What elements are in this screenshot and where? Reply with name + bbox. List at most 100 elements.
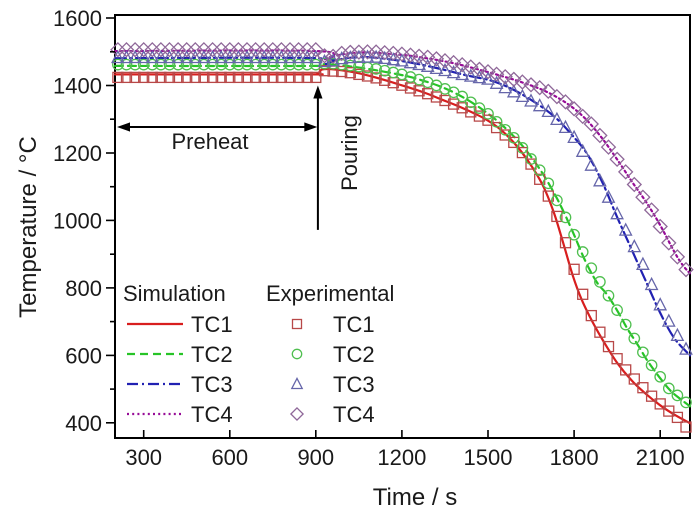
exp-marker-tc1 <box>620 364 632 376</box>
exp-marker-tc4 <box>445 54 462 71</box>
exp-marker-tc2 <box>396 68 408 81</box>
exp-marker-tc2 <box>206 58 219 71</box>
exp-marker-tc3 <box>610 206 624 220</box>
legend-exp-sample-tc1 <box>291 318 303 330</box>
exp-marker-tc4 <box>110 41 126 58</box>
exp-marker-tc2 <box>241 58 253 71</box>
exp-series-tc1 <box>112 65 692 433</box>
exp-marker-tc1 <box>473 110 486 122</box>
exp-marker-tc2 <box>146 58 159 71</box>
exp-marker-tc3 <box>463 68 478 82</box>
exp-marker-tc4 <box>463 59 479 75</box>
exp-marker-tc3 <box>231 49 246 64</box>
exp-marker-tc1 <box>198 71 210 84</box>
exp-marker-tc1 <box>284 71 296 84</box>
exp-marker-tc2 <box>344 59 357 72</box>
exp-marker-tc2 <box>507 131 520 144</box>
exp-marker-tc4 <box>549 88 565 105</box>
legend-sim-header: Simulation <box>123 281 226 306</box>
exp-marker-tc1 <box>422 88 434 100</box>
exp-marker-tc1 <box>370 72 382 84</box>
sim-curve-tc4 <box>113 49 692 275</box>
exp-marker-tc3 <box>171 49 185 64</box>
exp-marker-tc4 <box>178 41 195 58</box>
exp-marker-tc1 <box>551 210 563 223</box>
exp-marker-tc4 <box>480 63 496 80</box>
sim-curve-tc3 <box>113 55 692 357</box>
annotation-arrows <box>117 85 323 230</box>
exp-marker-tc1 <box>215 71 227 84</box>
exp-marker-tc1 <box>249 71 262 84</box>
x-tick-label: 1200 <box>377 445 426 470</box>
exp-marker-tc2 <box>637 346 649 359</box>
legend-exp-label-tc2: TC2 <box>333 342 375 367</box>
exp-marker-tc2 <box>223 58 236 71</box>
exp-marker-tc2 <box>654 370 667 383</box>
exp-marker-tc1 <box>232 71 245 84</box>
exp-marker-tc1 <box>447 98 460 110</box>
exp-marker-tc1 <box>361 70 374 82</box>
exp-marker-tc3 <box>205 49 220 64</box>
exp-marker-tc2 <box>112 58 124 71</box>
exp-marker-tc3 <box>567 129 581 144</box>
exp-marker-tc1 <box>146 71 158 84</box>
legend-exp-sample-tc3 <box>290 376 304 390</box>
exp-marker-tc3 <box>257 49 272 64</box>
exp-marker-tc3 <box>188 49 203 64</box>
exp-marker-tc4 <box>600 139 617 155</box>
exp-marker-tc1 <box>611 353 623 365</box>
exp-marker-tc3 <box>524 93 538 107</box>
exp-marker-tc2 <box>370 63 382 75</box>
legend-exp-sample-tc4 <box>289 406 305 422</box>
preheat-arrow-head-left <box>117 122 130 132</box>
exp-marker-tc4 <box>506 71 522 88</box>
legend-exp-label-tc3: TC3 <box>333 372 375 397</box>
exp-marker-tc2 <box>602 289 615 302</box>
y-axis-ticks: 400 600 800 1000 1200 1400 1600 <box>53 6 115 436</box>
exp-marker-tc3 <box>162 49 177 64</box>
exp-marker-tc3 <box>317 53 332 68</box>
exp-marker-tc4 <box>325 48 341 65</box>
exp-marker-tc4 <box>652 218 668 235</box>
exp-marker-tc1 <box>654 398 666 410</box>
exp-marker-tc1 <box>112 71 124 84</box>
exp-marker-tc1 <box>258 71 270 84</box>
exp-marker-tc4 <box>678 261 694 278</box>
exp-marker-tc3 <box>274 49 289 64</box>
exp-marker-tc2 <box>611 304 623 316</box>
exp-marker-tc3 <box>395 53 409 67</box>
legend-sim-label-tc3: TC3 <box>191 372 233 397</box>
exp-marker-tc1 <box>602 340 615 353</box>
exp-marker-tc4 <box>661 235 677 251</box>
exp-marker-tc2 <box>275 58 288 71</box>
exp-marker-tc2 <box>318 57 331 70</box>
exp-marker-tc1 <box>637 382 649 394</box>
exp-marker-tc2 <box>671 389 684 402</box>
exp-marker-tc4 <box>144 41 161 58</box>
exp-marker-tc2 <box>456 90 469 103</box>
exp-marker-tc1 <box>525 158 537 170</box>
exp-marker-tc4 <box>669 249 686 265</box>
exp-marker-tc3 <box>618 222 633 236</box>
exp-marker-tc3 <box>584 157 599 171</box>
exp-marker-tc3 <box>446 64 461 79</box>
exp-marker-tc1 <box>310 71 322 84</box>
exp-marker-tc4 <box>574 108 591 125</box>
x-axis-title: Time / s <box>373 484 457 511</box>
exp-marker-tc2 <box>163 58 176 71</box>
exp-marker-tc2 <box>120 58 133 71</box>
exp-marker-tc1 <box>482 114 494 126</box>
legend-sim-label-tc4: TC4 <box>191 402 233 427</box>
exp-marker-tc3 <box>111 49 125 64</box>
legend-exp-sample-tc2 <box>291 348 303 360</box>
exp-marker-tc3 <box>283 49 297 64</box>
exp-marker-tc4 <box>428 51 445 67</box>
exp-marker-tc3 <box>593 173 607 187</box>
exp-marker-tc2 <box>215 58 228 71</box>
exp-marker-tc2 <box>680 396 692 409</box>
exp-marker-tc1 <box>206 71 219 84</box>
exp-marker-tc1 <box>456 102 468 114</box>
exp-marker-tc3 <box>601 189 616 203</box>
exp-marker-tc4 <box>419 49 436 65</box>
